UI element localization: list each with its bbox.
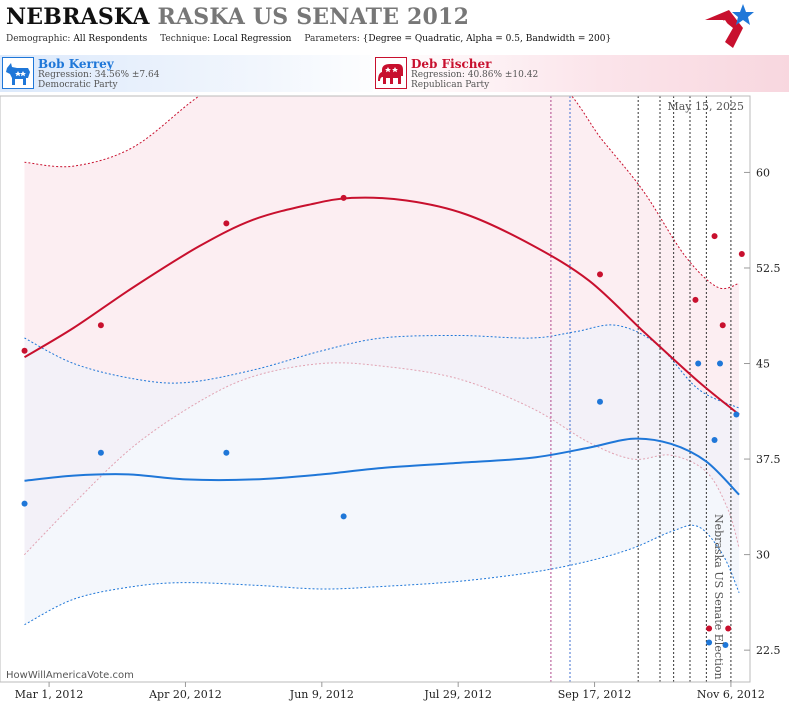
dem-regression: Regression: 34.56% ±7.64 (38, 70, 160, 80)
bob-kerrey-poll-point-8 (717, 360, 723, 367)
y-axis: 22.5 30 37.5 45 52.5 60 (744, 166, 781, 657)
event-lines (550, 96, 732, 682)
bob-kerrey-poll-point-2 (97, 449, 104, 456)
deb-fischer-upper-bound (24, 96, 740, 290)
x-tick-label: Apr 20, 2012 (148, 688, 222, 701)
bob-kerrey-poll-point-4 (340, 513, 347, 520)
event-label: Nebraska US Senate Election (712, 514, 725, 680)
deb-fischer-poll-point-7 (711, 233, 718, 240)
bob-kerrey-trend-line (24, 437, 740, 496)
param-value-parameters: {Degree = Quadratic, Alpha = 0.5, Bandwi… (362, 34, 612, 44)
bob-kerrey-poll-point-6 (695, 360, 702, 367)
deb-fischer-poll-point-11 (706, 625, 713, 632)
rep-party: Republican Party (411, 80, 490, 90)
bob-kerrey-poll-point-1 (21, 500, 28, 507)
y-tick-label: 37.5 (756, 453, 781, 466)
deb-fischer-poll-point-4 (340, 194, 347, 201)
elephant-icon (375, 57, 407, 89)
param-key-demographic: Demographic: (6, 34, 71, 44)
y-tick-label: 60 (756, 166, 770, 179)
bob-kerrey-poll-point-7 (711, 436, 718, 443)
param-value-demographic: All Respondents (73, 34, 148, 44)
parameters-line: Demographic: All Respondents Technique: … (6, 34, 621, 44)
deb-fischer-poll-point-6 (692, 296, 699, 303)
title-race: RASKA US SENATE 2012 (157, 4, 470, 30)
title-state: NEBRASKA (6, 4, 150, 30)
bob-kerrey-lower-bound (24, 524, 740, 626)
bob-kerrey-poll-point-10 (706, 639, 713, 646)
bob-kerrey-upper-bound (24, 324, 740, 409)
y-tick-label: 22.5 (756, 644, 781, 657)
param-key-technique: Technique: (160, 34, 211, 44)
legend-democrat: Bob Kerrey Regression: 34.56% ±7.64 Demo… (0, 55, 395, 92)
rep-regression: Regression: 40.86% ±10.42 (411, 70, 539, 80)
donkey-icon (2, 57, 34, 89)
page-title: NEBRASKA RASKA US SENATE 2012 (6, 4, 469, 30)
dem-candidate-name: Bob Kerrey (38, 57, 114, 71)
poll-points (21, 194, 745, 649)
deb-fischer-poll-point-8 (719, 322, 726, 329)
deb-fischer-poll-point-3 (223, 220, 230, 227)
bob-kerrey-poll-point-5 (597, 398, 603, 405)
deb-fischer-trend-line (23, 196, 740, 416)
legend-republican: Deb Fischer Regression: 40.86% ±10.42 Re… (373, 55, 789, 92)
regression-lines (23, 196, 740, 496)
bob-kerrey-poll-point-9 (733, 411, 740, 418)
x-tick-label: Nov 6, 2012 (697, 688, 765, 701)
param-key-parameters: Parameters: (304, 34, 360, 44)
bob-kerrey-poll-point-11 (722, 642, 729, 649)
x-tick-label: Mar 1, 2012 (15, 688, 84, 701)
deb-fischer-poll-point-5 (597, 271, 603, 278)
plot-frame (0, 95, 751, 683)
x-axis: Mar 1, 2012 Apr 20, 2012 Jun 9, 2012 Jul 29… (15, 682, 765, 701)
y-tick-label: 52.5 (756, 262, 781, 275)
param-value-technique: Local Regression (213, 34, 292, 44)
deb-fischer-poll-point-10 (738, 250, 745, 257)
x-tick-label: Jul 29, 2012 (423, 688, 492, 701)
source-credit: HowWillAmericaVote.com (6, 670, 134, 681)
confidence-bands (24, 96, 740, 626)
bob-kerrey-poll-point-3 (223, 449, 230, 456)
deb-fischer-poll-point-2 (97, 322, 104, 329)
deb-fischer-poll-point-1 (21, 347, 28, 354)
date-stamp: May 15, 2025 (667, 100, 744, 113)
deb-fischer-band (24, 96, 740, 555)
rep-candidate-name: Deb Fischer (411, 57, 492, 71)
y-tick-label: 30 (756, 549, 770, 562)
bob-kerrey-band (24, 324, 740, 625)
x-tick-label: Sep 17, 2012 (558, 688, 632, 701)
deb-fischer-poll-point-9 (725, 625, 732, 632)
dem-party: Democratic Party (38, 80, 118, 90)
x-tick-label: Jun 9, 2012 (289, 688, 354, 701)
y-tick-label: 45 (756, 358, 770, 371)
star-flag-logo-icon (705, 4, 754, 48)
